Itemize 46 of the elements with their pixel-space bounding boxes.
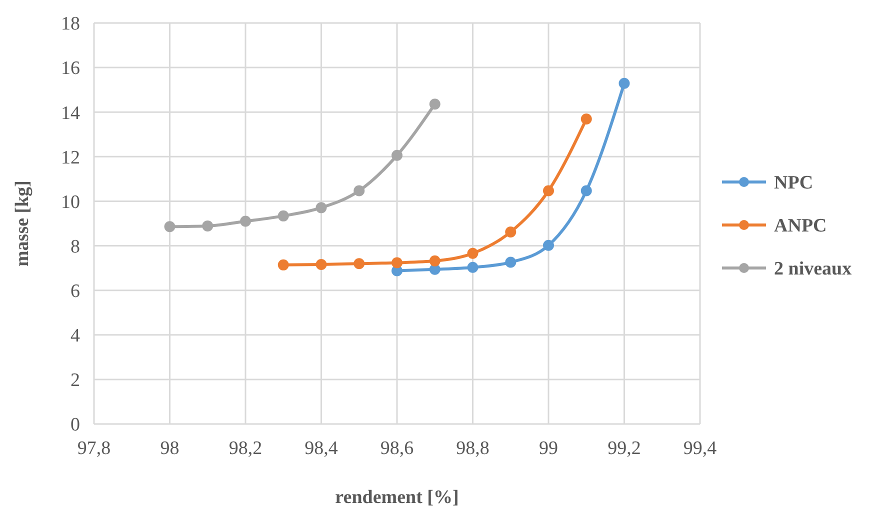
x-tick-label: 98,4 — [304, 438, 338, 459]
x-tick-label: 98,6 — [380, 438, 414, 459]
y-tick-label: 6 — [70, 280, 80, 302]
x-tick-label: 98,8 — [456, 438, 490, 459]
y-tick-label: 14 — [61, 102, 80, 124]
point — [278, 259, 289, 270]
point — [354, 185, 365, 196]
x-tick-label: 99,2 — [608, 438, 641, 459]
y-tick-label: 4 — [70, 326, 80, 347]
point — [354, 258, 365, 270]
point — [505, 256, 516, 268]
point — [392, 257, 402, 268]
point — [278, 210, 289, 222]
point — [580, 114, 592, 125]
y-axis-title: masse [kg] — [12, 180, 33, 267]
y-tick-label: 2 — [70, 370, 80, 392]
point — [543, 240, 554, 251]
y-tick-label: 18 — [61, 14, 80, 35]
y-tick-label: 16 — [61, 58, 80, 80]
x-tick-label: 99 — [539, 438, 558, 459]
point — [467, 262, 478, 273]
point — [429, 255, 440, 266]
point — [316, 202, 327, 214]
x-tick-label: 98 — [160, 438, 180, 459]
x-tick-label: 97,8 — [77, 438, 111, 459]
legend-label: 2 niveaux — [774, 258, 852, 280]
x-tick-label: 99,4 — [683, 438, 718, 459]
point — [505, 226, 516, 238]
point — [240, 216, 251, 227]
x-axis-title: rendement [%] — [335, 487, 459, 508]
point — [580, 185, 592, 196]
point — [429, 98, 440, 110]
x-tick-label: 98,2 — [228, 438, 262, 459]
point — [543, 185, 554, 196]
y-tick-label: 10 — [61, 192, 80, 213]
y-tick-label: 12 — [61, 147, 80, 168]
point — [467, 248, 478, 259]
legend-label: ANPC — [774, 216, 827, 237]
point — [618, 78, 630, 89]
legend-label: NPC — [774, 172, 814, 194]
point — [392, 150, 402, 161]
y-tick-label: 8 — [70, 236, 80, 258]
point — [316, 258, 327, 270]
y-tick-label: 0 — [70, 414, 80, 436]
point — [202, 220, 214, 232]
point — [164, 221, 176, 232]
